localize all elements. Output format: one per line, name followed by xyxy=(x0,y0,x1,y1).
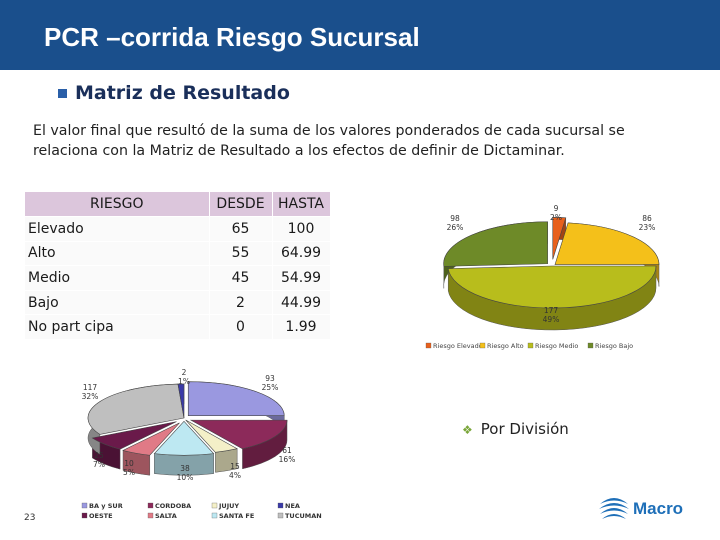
division-legend-swatch xyxy=(277,512,284,519)
division-pct-label: 4% xyxy=(229,471,241,480)
riesgo-legend-label: Riesgo Bajo xyxy=(595,342,633,350)
riesgo-pct-label: 26% xyxy=(447,223,464,232)
division-legend-swatch xyxy=(147,512,154,519)
division-legend-swatch xyxy=(81,502,88,509)
header-bar: PCR –corrida Riesgo Sucursal xyxy=(0,0,720,70)
table-row: Alto 55 64.99 xyxy=(25,241,331,267)
table-row: Medio 45 54.99 xyxy=(25,265,331,291)
division-legend-label: NEA xyxy=(285,502,300,510)
riesgo-count-label: 177 xyxy=(544,306,559,315)
division-slice xyxy=(91,421,177,450)
division-legend-label: SANTA FE xyxy=(219,512,254,520)
riesgo-legend-label: Riesgo Elevado xyxy=(433,342,483,350)
riesgo-count-label: 98 xyxy=(450,214,460,223)
riesgo-count-label: 86 xyxy=(642,214,652,223)
division-count-label: 2 xyxy=(182,368,187,377)
riesgo-slice xyxy=(554,222,660,265)
division-slice xyxy=(87,383,185,435)
subtitle-bullet-icon xyxy=(58,89,67,98)
division-slice xyxy=(185,419,238,453)
cell-desde: 55 xyxy=(209,241,273,267)
division-slice xyxy=(122,422,180,456)
division-slice xyxy=(177,383,185,419)
division-pct-label: 16% xyxy=(279,455,296,464)
riesgo-slice xyxy=(552,217,567,260)
riesgo-legend-label: Riesgo Alto xyxy=(487,342,524,350)
division-legend-swatch xyxy=(211,502,218,509)
page-title: PCR –corrida Riesgo Sucursal xyxy=(44,22,420,52)
division-count-label: 93 xyxy=(265,374,275,383)
division-slice xyxy=(153,420,215,456)
table-row: Bajo 2 44.99 xyxy=(25,290,331,316)
cell-riesgo: No part cipa xyxy=(25,314,210,341)
riesgo-legend-swatch xyxy=(527,342,534,349)
cell-desde: 65 xyxy=(209,216,273,242)
division-legend-swatch xyxy=(277,502,284,509)
division-legend-swatch xyxy=(147,502,154,509)
division-count-label: 61 xyxy=(282,446,292,455)
matriz-table: RIESGO DESDE HASTA Elevado 65 100 Alto 5… xyxy=(25,192,331,341)
riesgo-pct-label: 23% xyxy=(639,223,656,232)
division-pct-label: 32% xyxy=(82,392,99,401)
division-pct-label: 1% xyxy=(178,377,190,386)
division-count-label: 10 xyxy=(124,459,134,468)
cell-hasta: 1.99 xyxy=(272,314,331,341)
table-row: Elevado 65 100 xyxy=(25,216,331,242)
header-hasta: HASTA xyxy=(272,192,331,218)
diamond-bullet-icon: ❖ xyxy=(462,423,473,437)
division-pct-label: 5% xyxy=(123,468,135,477)
cell-riesgo: Elevado xyxy=(25,216,210,242)
division-pct-label: 10% xyxy=(177,473,194,482)
cell-hasta: 54.99 xyxy=(272,265,331,291)
page-number: 23 xyxy=(24,513,36,523)
riesgo-legend-swatch xyxy=(425,342,432,349)
header-riesgo: RIESGO xyxy=(25,192,210,218)
division-count-label: 38 xyxy=(180,464,190,473)
logo-text: Macro xyxy=(633,499,683,518)
table-header-row: RIESGO DESDE HASTA xyxy=(25,192,331,218)
division-legend-label: TUCUMAN xyxy=(285,512,322,520)
cell-riesgo: Alto xyxy=(25,241,210,267)
cell-riesgo: Medio xyxy=(25,265,210,291)
cell-desde: 2 xyxy=(209,290,273,316)
division-pct-label: 25% xyxy=(262,383,279,392)
division-legend-label: OESTE xyxy=(89,512,113,520)
riesgo-slice xyxy=(447,265,657,309)
cell-hasta: 44.99 xyxy=(272,290,331,316)
cell-desde: 45 xyxy=(209,265,273,291)
riesgo-count-label: 9 xyxy=(554,204,559,213)
riesgo-pct-label: 2% xyxy=(550,213,562,222)
riesgo-legend-swatch xyxy=(587,342,594,349)
division-legend-label: CORDOBA xyxy=(155,502,191,510)
header-desde: DESDE xyxy=(209,192,273,218)
division-legend-label: SALTA xyxy=(155,512,177,520)
division-legend-swatch xyxy=(211,512,218,519)
table-row: No part cipa 0 1.99 xyxy=(25,314,331,341)
division-slice xyxy=(189,419,288,450)
division-label: ❖ Por División xyxy=(462,420,569,438)
cell-desde: 0 xyxy=(209,314,273,341)
macro-logo-icon: Macro xyxy=(599,498,683,519)
division-count-label: 117 xyxy=(83,383,98,392)
riesgo-pct-label: 49% xyxy=(543,315,560,324)
cell-riesgo: Bajo xyxy=(25,290,210,316)
riesgo-legend-label: Riesgo Medio xyxy=(535,342,578,350)
division-count-label: 25 xyxy=(94,451,104,460)
division-label-text: Por División xyxy=(480,420,569,438)
description-text: El valor final que resultó de la suma de… xyxy=(33,123,625,159)
division-count-label: 15 xyxy=(230,462,240,471)
cell-hasta: 64.99 xyxy=(272,241,331,267)
riesgo-legend-swatch xyxy=(479,342,486,349)
division-legend-label: JUJUY xyxy=(218,502,239,510)
cell-hasta: 100 xyxy=(272,216,331,242)
riesgo-slice xyxy=(443,221,548,267)
division-pct-label: 7% xyxy=(93,460,105,469)
division-legend-label: BA y SUR xyxy=(89,502,123,510)
section-subtitle: Matriz de Resultado xyxy=(75,82,290,104)
division-legend-swatch xyxy=(81,512,88,519)
division-slice xyxy=(187,381,285,416)
